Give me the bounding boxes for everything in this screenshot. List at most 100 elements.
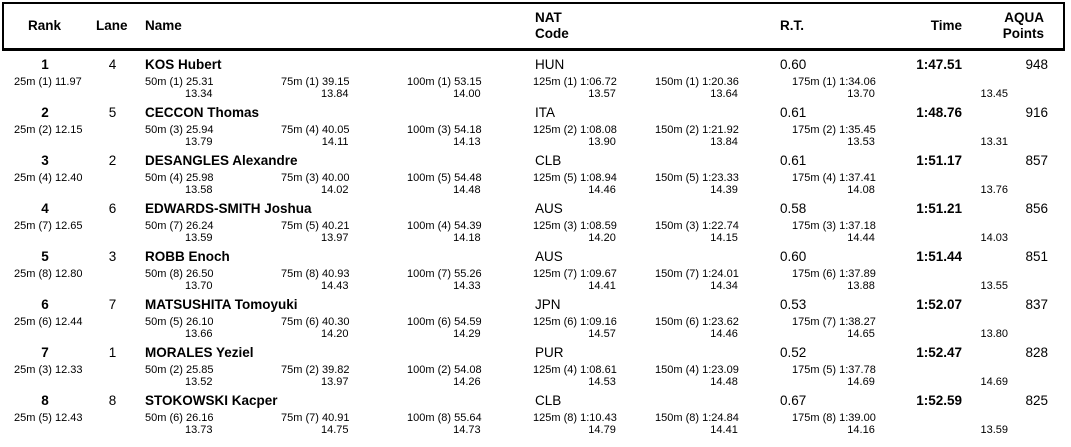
split-time: 40.30 [321, 316, 350, 328]
rank: 3 [41, 153, 49, 168]
split-diff: 13.73 [184, 424, 213, 436]
reaction-time: 0.58 [780, 201, 807, 216]
split-distance: 75m [281, 124, 303, 136]
split-time: 25.98 [185, 172, 214, 184]
split-time-line: 150m (3) 1:22.74 [655, 220, 739, 232]
lane: 2 [108, 153, 117, 168]
split-distance: 75m [281, 76, 303, 88]
split-100m: 100m (2) 54.08 14.26 [407, 364, 482, 388]
split-time-line: 175m (6) 1:37.89 [792, 268, 876, 280]
split-time: 25.85 [185, 364, 214, 376]
split-position: (1) [437, 76, 452, 88]
split-time-line: 150m (7) 1:24.01 [655, 268, 739, 280]
split-time: 1:39.00 [839, 412, 876, 424]
split-diff: 13.84 [320, 88, 349, 100]
split-time: 40.91 [321, 412, 350, 424]
split-time-line: 100m (1) 53.15 [407, 76, 482, 88]
rank: 1 [41, 57, 49, 72]
split-time: 55.64 [454, 412, 482, 424]
split-diff: 13.70 [847, 88, 875, 100]
split-distance: 175m [792, 412, 820, 424]
split-diff: 14.00 [453, 88, 481, 100]
split-distance: 25m [14, 316, 36, 328]
result-row: 8 8 STOKOWSKI Kacper CLB 0.67 1:52.59 82… [0, 391, 1071, 439]
split-time: 1:38.27 [839, 316, 876, 328]
split-row: 25m (3) 12.33 50m (2) 25.85 13.52 75m (2… [0, 364, 1071, 391]
split-100m: 100m (8) 55.64 14.73 [407, 412, 482, 436]
header-time: Time [930, 18, 962, 33]
split-diff: 14.33 [453, 280, 481, 292]
split-position: (4) [169, 172, 183, 184]
split-position: (1) [305, 76, 319, 88]
split-row: 25m (8) 12.80 50m (8) 26.50 13.70 75m (8… [0, 268, 1071, 295]
split-position: (8) [822, 412, 837, 424]
split-position: (4) [685, 364, 700, 376]
split-distance: 175m [792, 220, 820, 232]
result-row: 2 5 CECCON Thomas ITA 0.61 1:48.76 916 2… [0, 103, 1071, 151]
split-time-line: 175m (5) 1:37.78 [792, 364, 876, 376]
nat-code: ITA [535, 105, 555, 120]
split-time-line: 25m (3) 12.33 [14, 364, 83, 376]
result-main-row: 2 5 CECCON Thomas ITA 0.61 1:48.76 916 [0, 103, 1071, 124]
split-175m: 175m (1) 1:34.06 13.70 [792, 76, 876, 100]
split-175m: 175m (7) 1:38.27 14.65 [792, 316, 876, 340]
split-time-line: 75m (7) 40.91 [281, 412, 350, 424]
split-position: (5) [38, 412, 52, 424]
split-diff-200m: 13.55 [980, 280, 1008, 292]
split-time: 54.59 [454, 316, 482, 328]
split-distance: 150m [655, 316, 683, 328]
header-name: Name [145, 18, 182, 33]
split-25m: 25m (3) 12.33 [14, 364, 83, 376]
split-diff: 14.48 [453, 184, 481, 196]
split-175m: 175m (8) 1:39.00 14.16 [792, 412, 876, 436]
split-time: 1:22.74 [702, 220, 739, 232]
athlete-name: STOKOWSKI Kacper [145, 393, 278, 408]
split-position: (8) [305, 268, 319, 280]
rank: 7 [41, 345, 49, 360]
split-175m: 175m (5) 1:37.78 14.69 [792, 364, 876, 388]
reaction-time: 0.52 [780, 345, 807, 360]
split-position: (6) [685, 316, 700, 328]
split-diff: 14.02 [320, 184, 349, 196]
split-distance: 25m [14, 268, 36, 280]
split-distance: 75m [281, 364, 303, 376]
split-75m: 75m (7) 40.91 14.75 [281, 412, 350, 436]
split-time: 1:24.84 [702, 412, 739, 424]
split-diff: 13.70 [184, 280, 213, 292]
split-125m: 125m (1) 1:06.72 13.57 [533, 76, 617, 100]
split-distance: 100m [407, 220, 435, 232]
split-time-line: 100m (2) 54.08 [407, 364, 482, 376]
split-position: (6) [822, 268, 837, 280]
split-distance: 75m [281, 220, 303, 232]
split-distance: 125m [533, 268, 561, 280]
split-150m: 150m (2) 1:21.92 13.84 [655, 124, 739, 148]
split-diff: 13.57 [588, 88, 616, 100]
split-diff: 14.29 [453, 328, 481, 340]
split-time-line: 75m (1) 39.15 [281, 76, 350, 88]
split-time: 39.82 [321, 364, 350, 376]
split-position: (2) [169, 364, 183, 376]
split-time-line: 50m (5) 26.10 [145, 316, 214, 328]
rank: 4 [41, 201, 49, 216]
split-distance: 75m [281, 268, 303, 280]
split-position: (5) [822, 364, 837, 376]
split-distance: 150m [655, 124, 683, 136]
split-time-line: 125m (1) 1:06.72 [533, 76, 617, 88]
split-time-line: 125m (3) 1:08.59 [533, 220, 617, 232]
split-position: (6) [38, 316, 52, 328]
split-diff: 14.18 [453, 232, 481, 244]
nat-code: HUN [535, 57, 565, 72]
split-time: 1:20.36 [702, 76, 739, 88]
split-position: (8) [38, 268, 52, 280]
split-diff: 13.90 [588, 136, 616, 148]
split-150m: 150m (6) 1:23.62 14.46 [655, 316, 739, 340]
split-position: (4) [563, 364, 578, 376]
split-time: 40.93 [321, 268, 350, 280]
split-time-line: 25m (6) 12.44 [14, 316, 83, 328]
result-row: 7 1 MORALES Yeziel PUR 0.52 1:52.47 828 … [0, 343, 1071, 391]
split-time: 12.15 [54, 124, 83, 136]
split-diff: 14.53 [588, 376, 616, 388]
split-position: (8) [563, 412, 578, 424]
split-125m: 125m (6) 1:09.16 14.57 [533, 316, 617, 340]
split-125m: 125m (2) 1:08.08 13.90 [533, 124, 617, 148]
